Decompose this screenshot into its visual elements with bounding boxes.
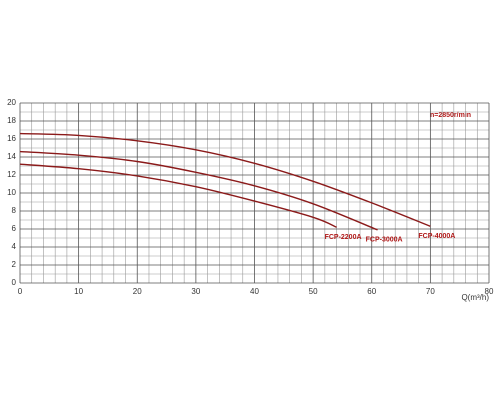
y-tick-label: 6 [12, 224, 17, 233]
x-tick-label: 20 [133, 287, 142, 296]
x-tick-label: 70 [426, 287, 435, 296]
y-tick-label: 12 [7, 170, 16, 179]
y-tick-label: 2 [12, 260, 17, 269]
y-tick-label: 20 [7, 98, 16, 107]
y-tick-label: 18 [7, 116, 16, 125]
curve [19, 163, 337, 228]
x-tick-label: 60 [367, 287, 376, 296]
x-axis-label: Q(m³/h) [461, 293, 489, 302]
y-tick-label: 10 [7, 188, 16, 197]
series-label: FCP-3000A [366, 237, 403, 244]
x-tick-label: 80 [485, 287, 494, 296]
y-tick-label: 0 [12, 278, 17, 287]
series-label: FCP-4000A [418, 233, 455, 240]
curve [19, 150, 378, 231]
x-tick-label: 10 [74, 287, 83, 296]
y-tick-label: 4 [12, 242, 17, 251]
curve [19, 132, 431, 227]
series-label: FCP-2200A [325, 234, 362, 241]
y-tick-label: 14 [7, 152, 16, 161]
x-tick-label: 0 [18, 287, 23, 296]
annotation: n=2850r/min [430, 112, 471, 119]
x-tick-label: 40 [250, 287, 259, 296]
y-tick-label: 8 [12, 206, 17, 215]
x-tick-label: 30 [191, 287, 200, 296]
y-tick-label: 16 [7, 134, 16, 143]
x-tick-label: 50 [309, 287, 318, 296]
